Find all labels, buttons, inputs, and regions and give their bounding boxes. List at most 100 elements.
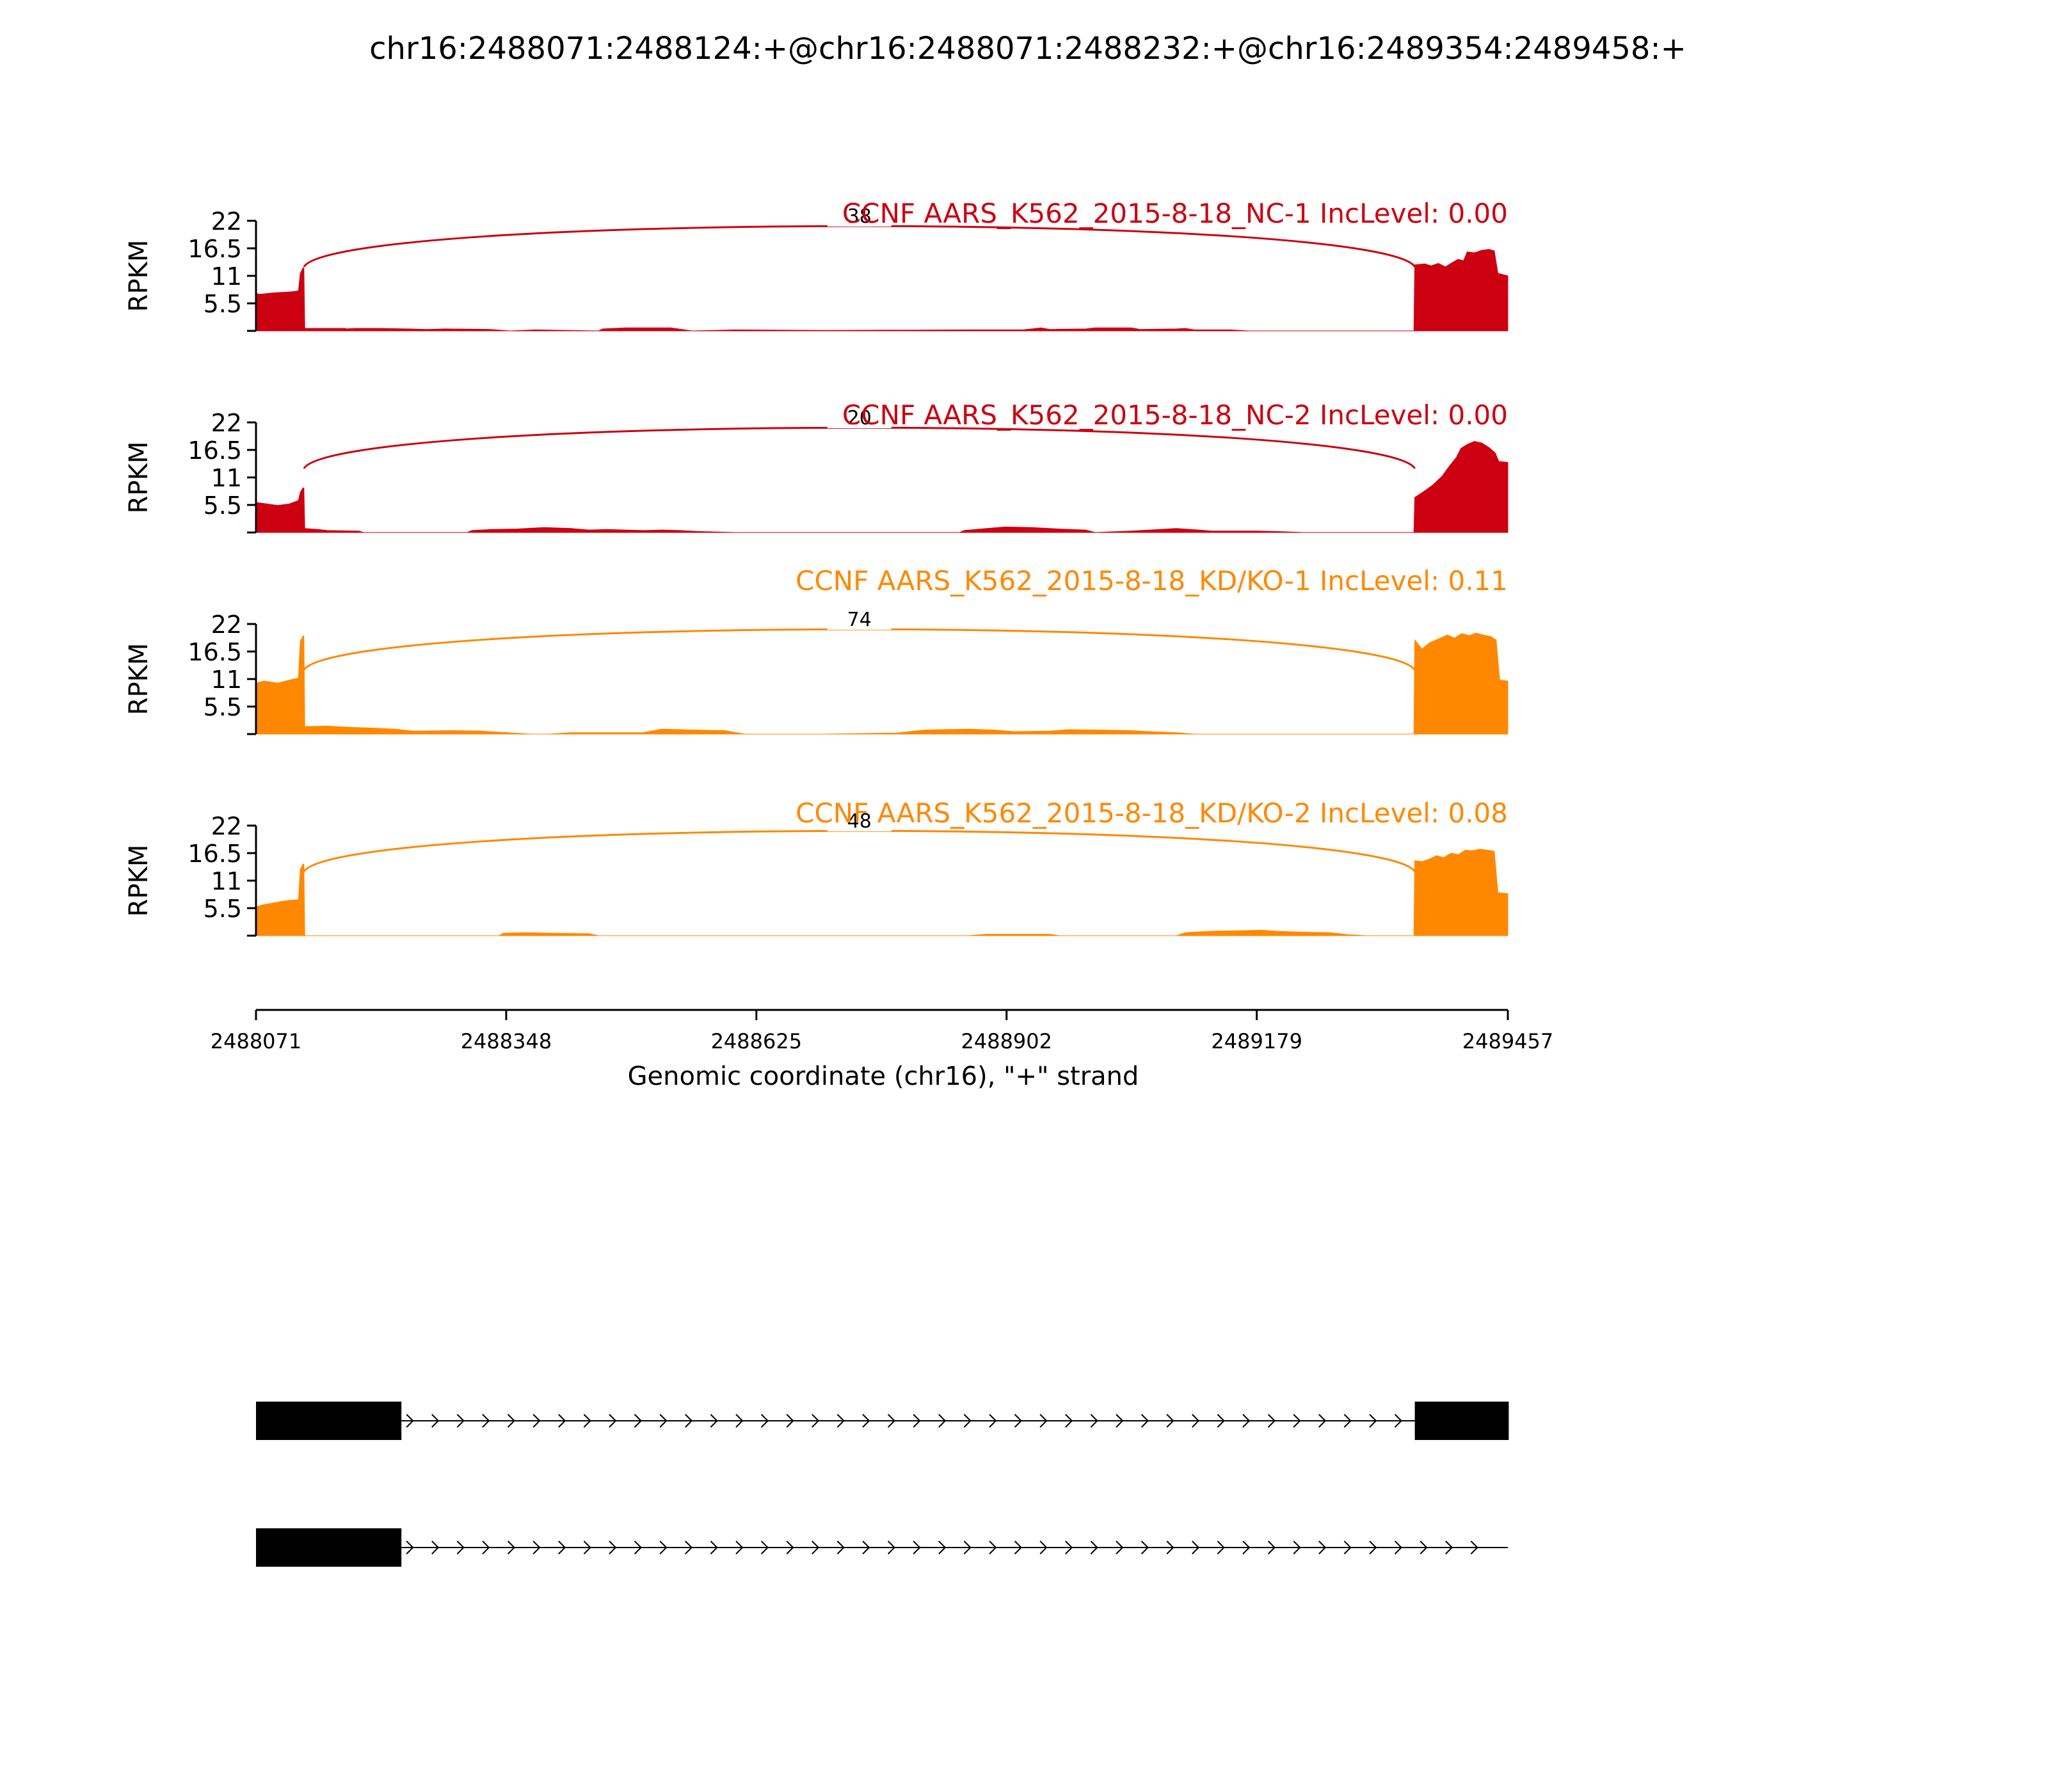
strand-arrow — [609, 1540, 617, 1555]
strand-arrow — [1470, 1540, 1478, 1555]
strand-arrow — [1090, 1540, 1098, 1555]
strand-arrow — [1065, 1540, 1073, 1555]
y-tick-label: 16.5 — [188, 436, 242, 465]
strand-arrow — [431, 1414, 440, 1428]
strand-arrow — [1293, 1414, 1301, 1428]
coverage-area — [255, 441, 1508, 533]
y-tick-label: 11 — [211, 666, 242, 694]
track-label: CCNF AARS_K562_2015-8-18_NC-2 IncLevel: … — [842, 399, 1508, 431]
junction-count: 20 — [847, 407, 872, 429]
strand-arrow — [1140, 1540, 1149, 1555]
y-tick-label: 5.5 — [204, 290, 242, 318]
strand-arrow — [760, 1540, 769, 1555]
chart-title: chr16:2488071:2488124:+@chr16:2488071:24… — [369, 31, 1686, 67]
strand-arrow — [1394, 1414, 1403, 1428]
y-tick-label: 22 — [211, 812, 242, 840]
x-axis-label: Genomic coordinate (chr16), "+" strand — [628, 1062, 1139, 1091]
transcript-2 — [256, 1528, 1508, 1567]
y-axis-label: RPKM — [124, 845, 154, 917]
strand-arrow — [1343, 1540, 1352, 1555]
x-axis: 2488071 2488348 2488625 2488902 2489179 24894… — [211, 1009, 1554, 1053]
junction-count: 74 — [847, 609, 872, 631]
strand-arrow — [963, 1540, 972, 1555]
strand-arrow — [913, 1414, 921, 1428]
y-axis-label: RPKM — [124, 442, 154, 514]
strand-arrow — [583, 1414, 591, 1428]
y-tick-label: 22 — [211, 611, 242, 639]
y-axis-label: RPKM — [124, 240, 154, 312]
strand-arrow — [685, 1414, 693, 1428]
strand-arrow — [1420, 1540, 1428, 1555]
strand-arrow — [685, 1540, 693, 1555]
strand-arrow — [431, 1540, 440, 1555]
strand-arrow — [1242, 1414, 1251, 1428]
strand-arrow — [659, 1414, 668, 1428]
strand-arrow — [963, 1414, 972, 1428]
x-tick-label: 2488348 — [461, 1029, 552, 1053]
x-tick-label: 2488902 — [961, 1029, 1052, 1053]
strand-arrow — [1369, 1540, 1377, 1555]
strand-arrow — [1242, 1540, 1251, 1555]
strand-arrow — [558, 1540, 566, 1555]
strand-arrow — [1166, 1540, 1174, 1555]
track-label: CCNF AARS_K562_2015-8-18_KD/KO-1 IncLeve… — [796, 565, 1508, 596]
y-tick-label: 5.5 — [204, 492, 242, 520]
y-tick-label: 22 — [211, 207, 242, 236]
transcript-1 — [256, 1402, 1509, 1440]
strand-arrow — [609, 1414, 617, 1428]
strand-arrow — [1014, 1414, 1023, 1428]
strand-arrow — [1343, 1414, 1352, 1428]
strand-arrow — [1116, 1540, 1124, 1555]
strand-arrow — [532, 1540, 541, 1555]
strand-arrow — [938, 1540, 947, 1555]
strand-arrow — [1394, 1540, 1403, 1555]
strand-arrow — [913, 1540, 921, 1555]
strand-arrow — [482, 1414, 490, 1428]
junction-count: 38 — [847, 205, 872, 228]
y-tick-label: 16.5 — [188, 638, 242, 666]
x-tick-label: 2488071 — [211, 1029, 302, 1053]
strand-arrow — [735, 1540, 744, 1555]
strand-arrow — [1192, 1414, 1200, 1428]
strand-arrow — [456, 1414, 465, 1428]
y-tick-label: 16.5 — [188, 235, 242, 263]
junction-count-background — [827, 604, 892, 630]
strand-arrow — [735, 1414, 744, 1428]
strand-arrow — [989, 1414, 997, 1428]
junction-arc — [303, 829, 1416, 872]
strand-arrow — [760, 1414, 769, 1428]
strand-arrow — [989, 1540, 997, 1555]
strand-arrow — [862, 1540, 870, 1555]
coverage-area — [255, 249, 1508, 332]
strand-arrow — [1166, 1414, 1174, 1428]
strand-arrow — [1318, 1414, 1327, 1428]
strand-arrow — [583, 1540, 591, 1555]
strand-arrow — [812, 1540, 820, 1555]
strand-arrow — [786, 1414, 794, 1428]
y-tick-label: 16.5 — [188, 840, 242, 868]
strand-arrow — [938, 1414, 947, 1428]
strand-arrow — [887, 1414, 896, 1428]
strand-arrow — [1217, 1540, 1225, 1555]
junction-count: 48 — [847, 810, 872, 833]
strand-arrow — [710, 1414, 718, 1428]
strand-arrow — [1267, 1540, 1276, 1555]
strand-arrow — [786, 1540, 794, 1555]
junction-arc — [303, 426, 1416, 469]
y-tick-label: 11 — [211, 867, 242, 895]
exon-block — [1414, 1402, 1509, 1440]
strand-arrow — [1445, 1540, 1453, 1555]
x-tick-label: 2489457 — [1462, 1029, 1554, 1053]
strand-arrow — [836, 1414, 845, 1428]
strand-arrow — [406, 1540, 414, 1555]
strand-arrow — [710, 1540, 718, 1555]
y-tick-label: 5.5 — [204, 895, 242, 923]
strand-arrow — [507, 1414, 516, 1428]
strand-arrow — [1090, 1414, 1098, 1428]
y-tick-label: 11 — [211, 464, 242, 492]
